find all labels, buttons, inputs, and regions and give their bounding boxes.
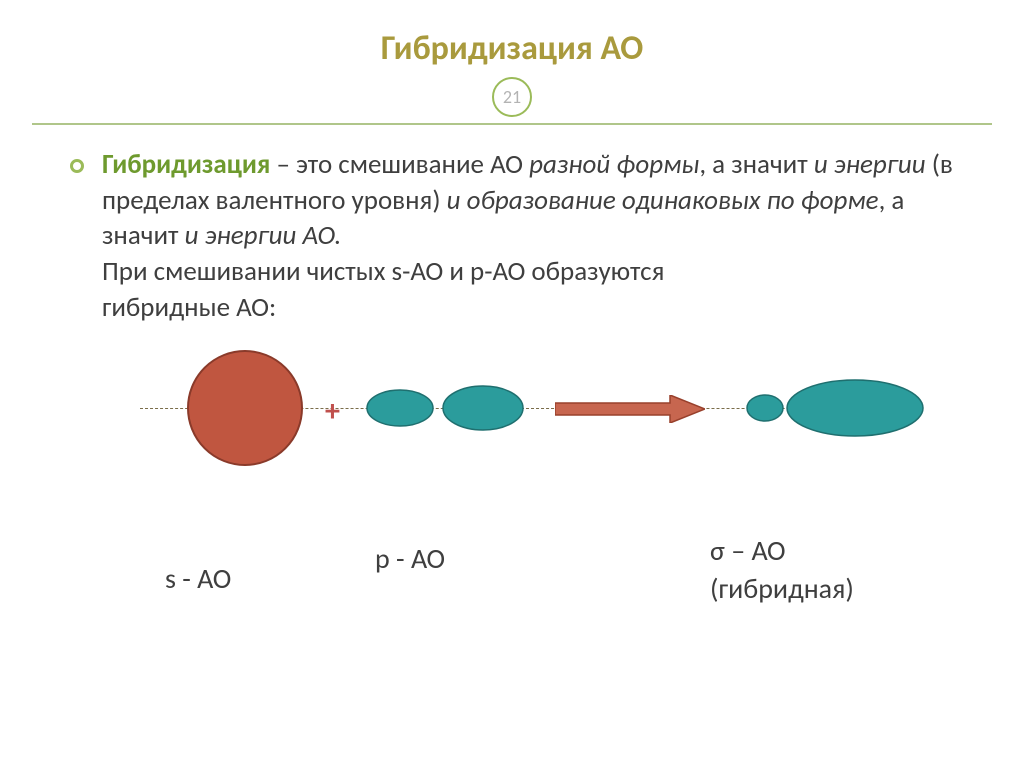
plus-icon: + xyxy=(325,393,340,430)
term-hybridization: Гибридизация xyxy=(102,148,270,181)
label-sigma-ao-2: (гибридная) xyxy=(710,571,854,606)
hybrid-orbital-shape xyxy=(745,378,925,438)
slide: Гибридизация АО 21 Гибридизация – это см… xyxy=(0,0,1024,767)
p-lobe-right xyxy=(443,386,523,430)
page-number-badge: 21 xyxy=(492,77,532,117)
text-seg8: и энергии АО. xyxy=(185,219,342,252)
slide-title: Гибридизация АО xyxy=(0,0,1024,69)
p-orbital-svg xyxy=(367,386,523,430)
label-s-ao: s - АО xyxy=(165,561,231,596)
text-seg3: , а значит xyxy=(699,148,813,181)
arrow-icon xyxy=(555,395,705,423)
text-seg2: разной формы xyxy=(529,148,699,181)
orbital-diagram: + xyxy=(110,353,964,523)
orbital-labels: s - АО p - АО σ – АО (гибридная) xyxy=(70,533,964,623)
page-number: 21 xyxy=(503,86,521,108)
content-area: Гибридизация – это смешивание АО разной … xyxy=(0,125,1024,623)
hybrid-small-lobe xyxy=(747,395,783,421)
bullet-paragraph: Гибридизация – это смешивание АО разной … xyxy=(70,147,964,325)
p-lobe-left xyxy=(367,390,433,426)
text-line2a: При смешивании чистых s-АО и p-АО образу… xyxy=(102,255,664,288)
label-sigma-ao-1: σ – АО xyxy=(710,533,786,568)
text-seg6: и образование одинаковых по форме xyxy=(447,184,879,217)
s-orbital-shape xyxy=(187,350,303,466)
text-line2b: гибридные АО: xyxy=(102,291,276,324)
text-seg1: – это смешивание АО xyxy=(270,148,529,181)
bullet-icon xyxy=(70,159,84,173)
body-text: Гибридизация – это смешивание АО разной … xyxy=(102,147,964,325)
hybrid-large-lobe xyxy=(787,380,923,436)
p-orbital-shape xyxy=(365,383,525,433)
text-seg4: и энергии xyxy=(814,148,926,181)
label-p-ao: p - АО xyxy=(375,541,445,576)
